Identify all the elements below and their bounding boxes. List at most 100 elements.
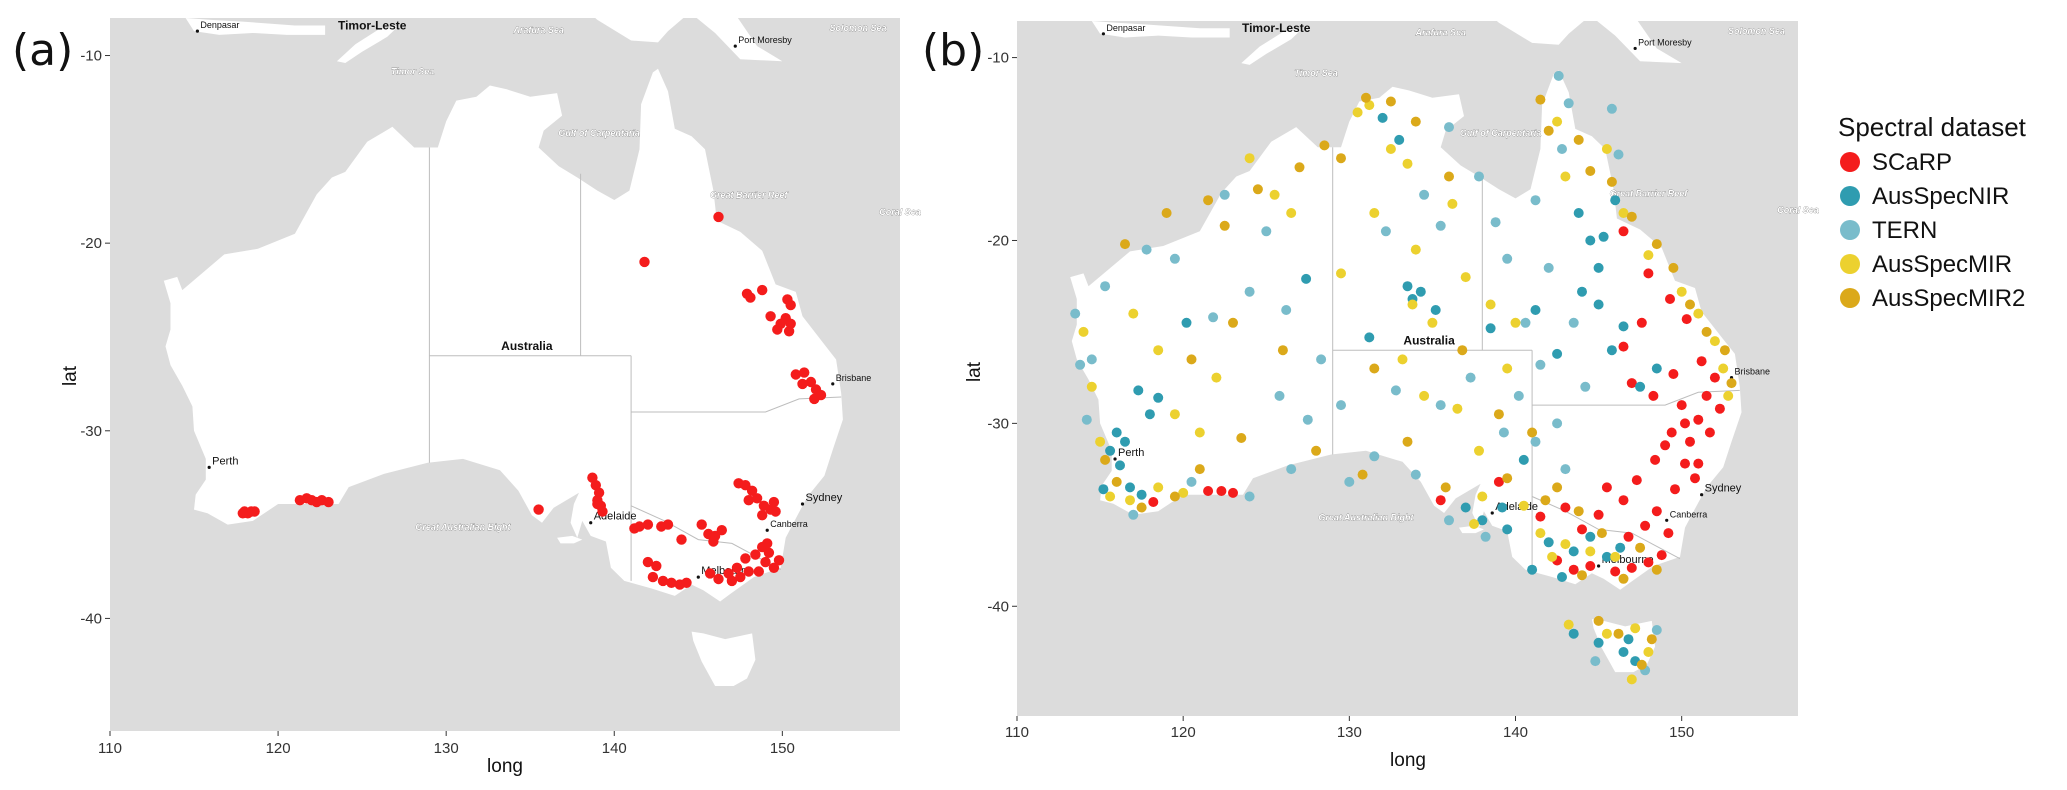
data-point-ausspecmir2 [1636,659,1647,670]
data-point-ausspecmir [1693,308,1704,319]
data-point-ausspecnir [1485,323,1496,334]
data-point-ausspecmir2 [1219,220,1230,231]
data-point-ausspecmir [1336,268,1346,279]
data-point-scarp [1216,486,1227,496]
sea-label: Gulf of Carpentaria [1460,128,1542,138]
city-label: Port Moresby [738,35,792,45]
data-point-ausspecmir [1610,551,1621,562]
data-point-scarp [745,292,756,303]
legend-label: AusSpecMIR [1872,251,2012,278]
data-point-scarp [642,519,654,530]
x-tick-label: 130 [434,740,459,757]
data-point-scarp [676,534,687,545]
data-point-scarp [716,525,727,536]
data-point-tern [1613,149,1624,160]
data-point-scarp [1663,528,1674,539]
data-point-tern [1186,476,1197,487]
data-point-scarp [760,556,771,568]
data-point-ausspecnir [1593,299,1604,310]
data-point-tern [1369,451,1380,462]
data-point-ausspecnir [1606,345,1617,356]
city-label: Sydney [1705,483,1742,495]
data-point-ausspecmir [1105,491,1116,502]
sea-label: Arafura Sea [512,25,564,35]
data-point-tern [1444,122,1454,133]
data-point-ausspecmir [1153,345,1164,356]
sea-label: Great Australian Bight [415,522,511,532]
legend-title: Spectral dataset [1838,112,2027,142]
data-point-scarp [1560,502,1571,513]
data-point-ausspecmir2 [1668,262,1679,273]
data-point-ausspecmir [1178,487,1189,498]
data-point-tern [1520,317,1531,328]
data-point-ausspecnir [1364,332,1375,343]
sea-label: Arafura Sea [1414,28,1466,38]
data-point-tern [1244,491,1255,502]
data-point-ausspecnir [1593,262,1604,273]
lesser-sunda-landmass [185,18,326,35]
legend-swatch [1840,186,1860,206]
data-point-ausspecnir [1153,392,1164,403]
data-point-tern [1543,262,1554,273]
data-point-ausspecnir [1552,348,1563,359]
data-point-tern [1553,70,1564,81]
data-point-scarp [1709,372,1720,383]
data-point-ausspecmir2 [1635,542,1646,553]
data-point-tern [1261,226,1272,237]
data-point-scarp [1668,369,1679,379]
data-point-ausspecmir [1194,427,1205,438]
data-point-ausspecmir2 [1535,94,1546,105]
data-point-ausspecmir [1601,144,1612,154]
city-marker [800,502,805,506]
data-point-tern [1128,509,1139,520]
x-tick-label: 150 [1669,724,1694,741]
data-point-scarp [1681,314,1692,325]
data-point-scarp [1601,482,1612,493]
data-point-tern [1474,171,1484,182]
new-guinea-landmass [1496,21,1682,64]
data-point-ausspecnir [1460,502,1471,513]
data-point-ausspecmir2 [1440,482,1451,493]
data-point-scarp [743,566,754,577]
data-point-scarp [1593,509,1604,520]
y-tick-label: -10 [987,50,1009,67]
data-point-scarp [743,495,754,506]
city-label: Canberra [770,519,808,529]
data-point-ausspecmir [1626,674,1637,685]
data-point-ausspecmir2 [1111,476,1122,487]
data-point-ausspecmir [1452,403,1463,414]
data-point-ausspecnir [1568,546,1579,557]
sea-label: Gulf of Carpentaria [558,128,640,138]
data-point-ausspecnir [1601,551,1612,562]
data-point-tern [1219,189,1230,200]
legend-swatch [1840,254,1860,274]
data-point-tern [1286,464,1297,475]
y-tick-label: -30 [80,423,102,440]
data-point-scarp [666,577,677,588]
data-point-ausspecmir2 [1685,299,1695,310]
data-point-ausspecmir2 [1646,634,1657,645]
data-point-scarp [768,562,780,573]
data-point-ausspecmir2 [1161,208,1172,218]
panel-a-letter: (a) [12,25,73,76]
data-point-scarp [753,566,764,577]
data-point-scarp [642,556,654,568]
data-point-scarp [1704,427,1715,438]
data-point-ausspecmir2 [1120,239,1130,250]
x-tick-label: 140 [1503,724,1528,741]
data-point-tern [1390,385,1401,396]
data-point-scarp [1618,341,1629,352]
data-point-ausspecnir [1497,502,1508,513]
data-point-scarp [662,519,674,530]
data-point-scarp [1651,506,1662,517]
data-point-tern [1281,305,1292,315]
data-point-ausspecnir [1377,112,1388,123]
data-point-ausspecmir2 [1493,409,1504,420]
city-label: Sydney [806,492,843,504]
data-point-ausspecmir [1630,623,1641,634]
data-point-scarp [740,553,751,564]
data-point-ausspecmir [1535,528,1546,539]
data-point-scarp [1568,564,1579,575]
